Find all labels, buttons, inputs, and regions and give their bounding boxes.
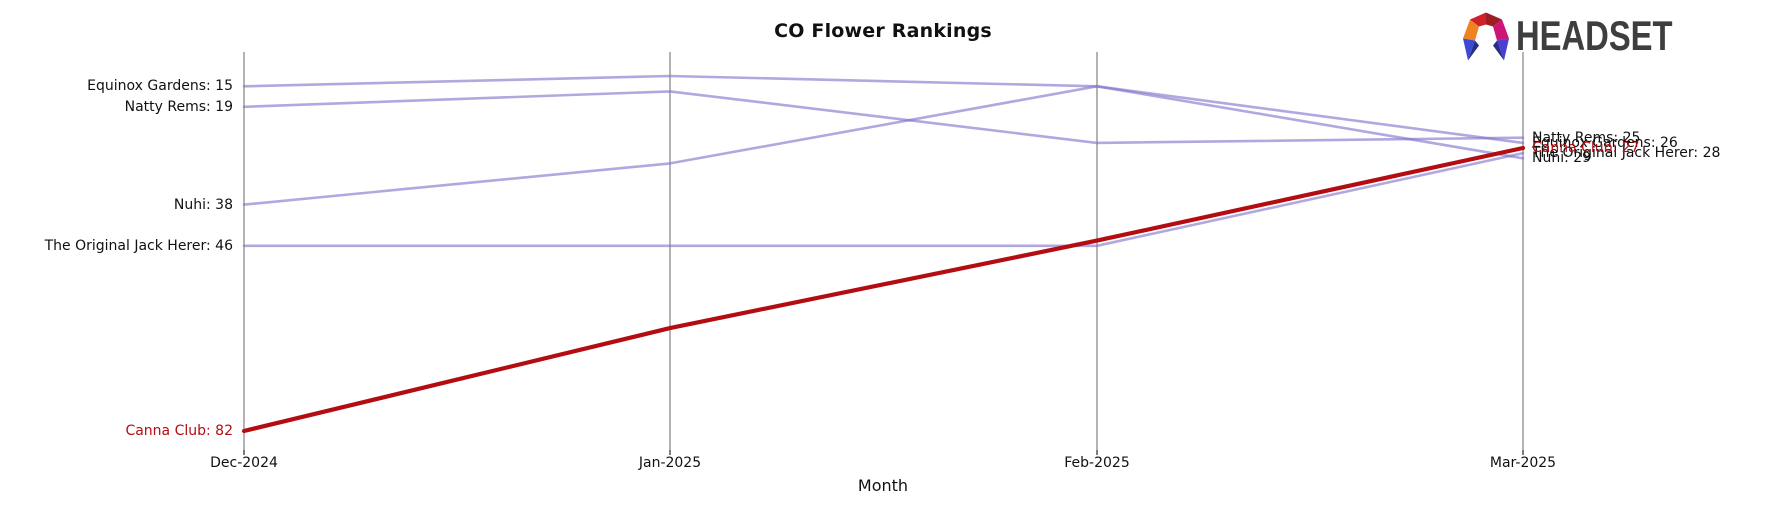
series-start-label: Equinox Gardens: 15 (87, 78, 233, 94)
series-line-equinox-gardens (242, 74, 1525, 145)
series-end-label: Canna Club: 27 (1532, 140, 1640, 156)
series-end-label: Nuhi: 29 (1532, 150, 1592, 166)
series-end-label: Equinox Gardens: 26 (1532, 135, 1678, 151)
headset-logo: HEADSET (1460, 9, 1717, 62)
series-line-natty-rems (242, 90, 1525, 145)
x-tick-label: Dec-2024 (210, 455, 278, 471)
x-tick-label: Feb-2025 (1064, 455, 1130, 471)
series-line-nuhi (242, 85, 1525, 206)
series-start-label: Natty Rems: 19 (124, 99, 233, 115)
series-end-label: Natty Rems: 25 (1532, 130, 1641, 146)
series-line-canna-club (241, 145, 1526, 434)
chart-title: CO Flower Rankings (774, 20, 992, 42)
series-start-label: Nuhi: 38 (173, 197, 233, 213)
x-tick-label: Jan-2025 (638, 455, 702, 471)
headset-logo-text: HEADSET (1516, 12, 1673, 59)
series-line-the-original-jack-herer (242, 151, 1525, 248)
x-tick-label: Mar-2025 (1489, 455, 1557, 471)
series-start-label: Canna Club: 82 (125, 423, 233, 439)
series-start-label: The Original Jack Herer: 46 (44, 238, 233, 254)
series-end-label: The Original Jack Herer: 28 (1532, 145, 1721, 161)
headset-logo-icon (1463, 12, 1509, 61)
x-axis-label: Month (857, 476, 909, 495)
